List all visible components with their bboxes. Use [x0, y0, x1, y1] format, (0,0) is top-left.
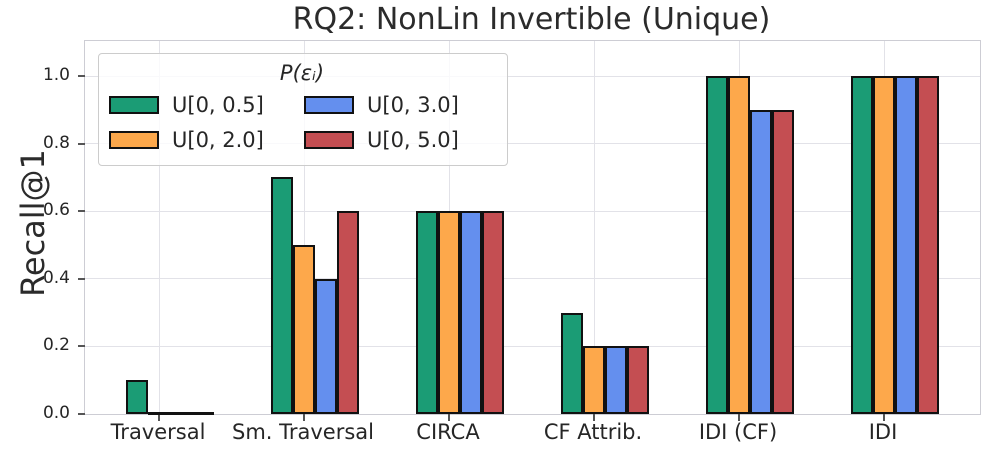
legend: P(εᵢ) U[0, 0.5] U[0, 3.0] U[0, 2.0] U[0, 5.… — [98, 53, 508, 166]
bar — [126, 380, 148, 414]
legend-label: U[0, 3.0] — [367, 92, 459, 117]
legend-label: U[0, 0.5] — [172, 92, 264, 117]
legend-entry: U[0, 3.0] — [304, 87, 499, 122]
bar-zero — [148, 412, 170, 415]
y-gridline — [85, 210, 980, 212]
y-gridline — [85, 143, 980, 145]
y-gridline — [85, 345, 980, 347]
y-tick-label: 0.6 — [42, 200, 70, 221]
x-tick-label: CF Attrib. — [543, 420, 643, 444]
y-tick-label: 0.0 — [42, 403, 70, 423]
legend-label: U[0, 5.0] — [367, 127, 459, 152]
bar-zero — [192, 412, 214, 415]
x-tick-mark — [303, 414, 305, 421]
x-tick-mark — [883, 414, 885, 421]
bar — [438, 211, 460, 414]
y-tick-mark — [78, 210, 85, 213]
bar — [706, 76, 728, 414]
legend-entries: U[0, 0.5] U[0, 3.0] U[0, 2.0] U[0, 5.0] — [109, 87, 495, 157]
bar — [271, 177, 293, 414]
y-tick-label: 0.8 — [42, 132, 70, 153]
x-tick-label: IDI — [868, 420, 898, 444]
plot-area — [78, 40, 981, 421]
bar — [627, 346, 649, 414]
bar — [583, 346, 605, 414]
y-tick-label: 1.0 — [42, 65, 70, 85]
x-tick-label: CIRCA — [416, 420, 480, 444]
y-tick-mark — [78, 142, 85, 145]
y-tick-label: 0.2 — [42, 335, 70, 356]
y-gridline — [85, 75, 980, 77]
bar — [337, 211, 359, 414]
y-gridline — [85, 278, 980, 280]
bar — [772, 110, 794, 414]
bar — [561, 313, 583, 414]
x-gridline — [303, 41, 305, 414]
bar — [416, 211, 438, 414]
x-tick-mark — [593, 414, 595, 421]
bar — [482, 211, 504, 414]
y-tick-mark — [78, 277, 85, 280]
bar — [293, 245, 315, 414]
bar — [460, 211, 482, 414]
y-tick-label: 0.4 — [42, 267, 70, 288]
x-gridline — [593, 41, 595, 414]
bar — [750, 110, 772, 414]
legend-label: U[0, 2.0] — [172, 127, 264, 152]
legend-swatch — [109, 95, 159, 114]
chart-title: RQ2: NonLin Invertible (Unique) — [292, 2, 771, 37]
bar — [605, 346, 627, 414]
x-tick-mark — [448, 414, 450, 421]
bar — [728, 76, 750, 414]
bar — [873, 76, 895, 414]
bar-zero — [170, 412, 192, 415]
bar — [917, 76, 939, 414]
x-tick-mark — [158, 414, 160, 421]
bar — [315, 279, 337, 414]
bar — [895, 76, 917, 414]
legend-swatch — [109, 130, 159, 149]
x-gridline — [158, 41, 160, 414]
x-tick-mark — [738, 414, 740, 421]
legend-swatch — [304, 95, 354, 114]
x-tick-label: Traversal — [110, 420, 206, 444]
legend-entry: U[0, 0.5] — [109, 87, 304, 122]
legend-swatch — [304, 130, 354, 149]
y-tick-mark — [78, 413, 85, 415]
legend-entry: U[0, 5.0] — [304, 122, 499, 157]
bar — [851, 76, 873, 414]
legend-entry: U[0, 2.0] — [109, 122, 304, 157]
x-tick-label: Sm. Traversal — [231, 420, 375, 444]
y-tick-mark — [78, 345, 85, 348]
legend-title: P(εᵢ) — [279, 61, 325, 85]
x-tick-label: IDI (CF) — [698, 420, 778, 444]
y-tick-mark — [78, 75, 85, 77]
